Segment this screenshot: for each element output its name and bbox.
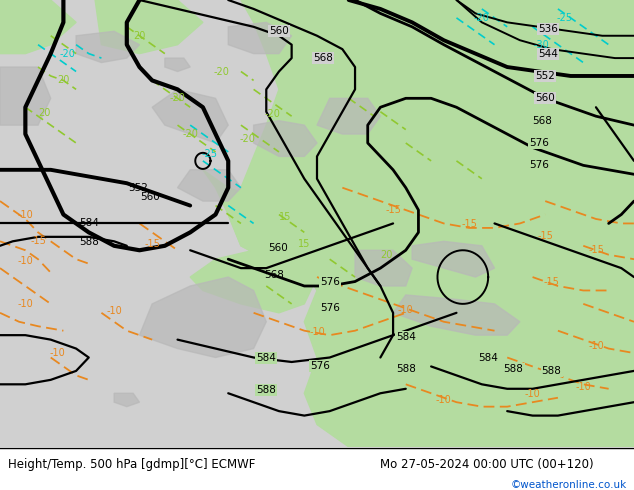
Text: -20: -20 bbox=[169, 93, 186, 103]
Text: 576: 576 bbox=[310, 362, 330, 371]
Text: 15: 15 bbox=[298, 239, 311, 248]
Text: 588: 588 bbox=[541, 366, 562, 376]
Text: -15: -15 bbox=[543, 276, 560, 287]
Text: 568: 568 bbox=[532, 116, 552, 125]
Text: 584: 584 bbox=[256, 353, 276, 364]
Text: 536: 536 bbox=[538, 24, 559, 34]
Polygon shape bbox=[228, 0, 634, 447]
Polygon shape bbox=[393, 295, 520, 335]
Text: -15: -15 bbox=[30, 236, 46, 246]
Text: 20: 20 bbox=[380, 250, 393, 260]
Text: -15: -15 bbox=[385, 205, 401, 215]
Text: Height/Temp. 500 hPa [gdmp][°C] ECMWF: Height/Temp. 500 hPa [gdmp][°C] ECMWF bbox=[8, 458, 255, 470]
Text: -10: -10 bbox=[398, 305, 413, 315]
Text: -10: -10 bbox=[525, 389, 540, 399]
Polygon shape bbox=[0, 67, 51, 125]
Text: ©weatheronline.co.uk: ©weatheronline.co.uk bbox=[510, 480, 626, 490]
Text: 552: 552 bbox=[535, 71, 555, 81]
Text: -20: -20 bbox=[182, 129, 198, 139]
Text: 576: 576 bbox=[529, 138, 549, 148]
Polygon shape bbox=[0, 0, 76, 53]
Text: 20: 20 bbox=[57, 75, 70, 85]
Polygon shape bbox=[114, 393, 139, 407]
Polygon shape bbox=[190, 250, 317, 313]
Text: 20: 20 bbox=[38, 108, 51, 118]
Polygon shape bbox=[317, 98, 380, 134]
Text: -10: -10 bbox=[309, 326, 325, 337]
Polygon shape bbox=[228, 23, 292, 53]
Text: 588: 588 bbox=[396, 364, 416, 374]
Polygon shape bbox=[165, 58, 190, 72]
Text: 588: 588 bbox=[503, 364, 524, 374]
Polygon shape bbox=[76, 31, 139, 63]
Text: 560: 560 bbox=[139, 192, 160, 201]
Text: 568: 568 bbox=[264, 270, 284, 280]
Text: 576: 576 bbox=[529, 160, 549, 171]
Polygon shape bbox=[95, 0, 203, 53]
Text: Mo 27-05-2024 00:00 UTC (00+120): Mo 27-05-2024 00:00 UTC (00+120) bbox=[380, 458, 594, 470]
Polygon shape bbox=[0, 0, 634, 447]
Text: -15: -15 bbox=[537, 231, 553, 241]
Text: 552: 552 bbox=[128, 183, 148, 193]
Text: -30: -30 bbox=[534, 40, 549, 49]
Text: 20: 20 bbox=[133, 31, 146, 41]
Text: 15: 15 bbox=[279, 212, 292, 222]
Text: -20: -20 bbox=[239, 134, 256, 144]
Text: -20: -20 bbox=[474, 13, 490, 23]
Text: 568: 568 bbox=[313, 53, 333, 63]
Text: -10: -10 bbox=[436, 395, 451, 405]
Text: 584: 584 bbox=[478, 352, 498, 363]
Text: -20: -20 bbox=[59, 49, 75, 59]
Text: 560: 560 bbox=[269, 26, 289, 36]
Polygon shape bbox=[139, 277, 266, 358]
Text: -20: -20 bbox=[214, 67, 230, 76]
Text: -10: -10 bbox=[18, 256, 33, 267]
Text: -15: -15 bbox=[588, 245, 604, 255]
Polygon shape bbox=[254, 121, 317, 156]
Text: -10: -10 bbox=[18, 299, 33, 309]
Text: -20: -20 bbox=[264, 109, 281, 119]
Text: -25: -25 bbox=[201, 149, 217, 159]
Text: -15: -15 bbox=[144, 239, 160, 248]
Polygon shape bbox=[203, 170, 456, 358]
Polygon shape bbox=[412, 241, 495, 277]
Text: 588: 588 bbox=[256, 385, 276, 395]
Text: 560: 560 bbox=[535, 93, 555, 103]
Text: -10: -10 bbox=[49, 348, 65, 358]
Text: 576: 576 bbox=[320, 277, 340, 288]
Text: 544: 544 bbox=[538, 49, 559, 59]
Text: -10: -10 bbox=[107, 306, 122, 316]
Polygon shape bbox=[152, 89, 228, 143]
Text: -10: -10 bbox=[588, 342, 604, 351]
Text: -10: -10 bbox=[18, 210, 33, 220]
Text: -15: -15 bbox=[461, 220, 477, 229]
Text: 584: 584 bbox=[396, 332, 416, 343]
Text: 576: 576 bbox=[320, 303, 340, 313]
Text: -25: -25 bbox=[556, 13, 573, 23]
Text: 560: 560 bbox=[268, 243, 288, 253]
Polygon shape bbox=[355, 250, 412, 286]
Polygon shape bbox=[178, 170, 241, 201]
Text: -10: -10 bbox=[576, 382, 591, 392]
Text: 588: 588 bbox=[79, 237, 99, 247]
Text: 584: 584 bbox=[79, 218, 99, 227]
